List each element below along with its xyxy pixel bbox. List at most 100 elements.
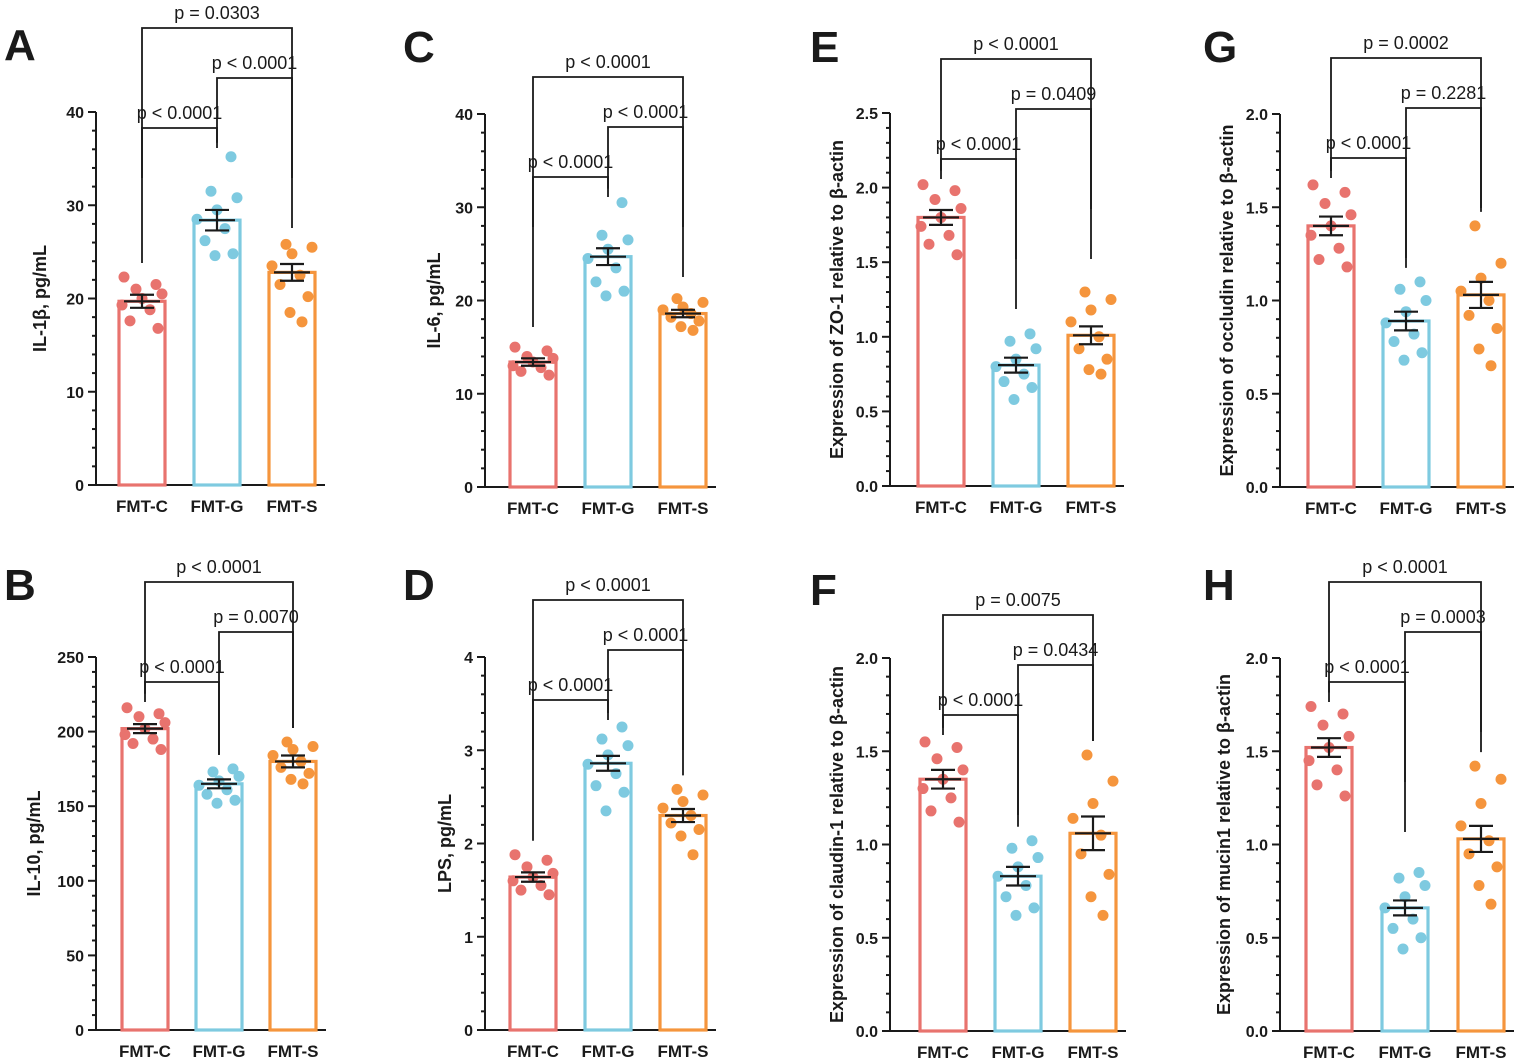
panel-c: C IL-6, pg/mL 0 10 20 30 40 FMT-C FMT-G FMT-S p < … (403, 23, 716, 518)
category-label: FMT-G (990, 498, 1043, 517)
data-point (1008, 393, 1020, 405)
y-tick-label: 2.0 (1246, 107, 1268, 124)
data-point (1006, 842, 1018, 854)
data-point (1491, 861, 1503, 873)
category-label: FMT-S (1456, 1043, 1507, 1062)
data-point (917, 179, 929, 191)
y-tick-label: 1.0 (856, 838, 878, 855)
y-tick-label: 0.5 (1246, 387, 1268, 404)
data-point (919, 736, 931, 748)
significance-bracket (940, 158, 1017, 309)
p-value-label: p < 0.0001 (973, 34, 1059, 54)
data-point (1097, 909, 1109, 921)
data-point (923, 238, 935, 250)
p-value-label: p < 0.0001 (1362, 557, 1448, 577)
data-point (955, 202, 967, 214)
y-tick-label: 4 (464, 650, 473, 667)
data-point (1413, 866, 1425, 878)
panel-b: B IL-10, pg/mL 0 50 100 150 200 250 FMT-C FMT-G FM… (4, 557, 326, 1061)
data-point (1387, 922, 1399, 934)
p-value-label: p < 0.0001 (565, 575, 651, 595)
category-label: FMT-C (917, 1043, 969, 1062)
data-point (144, 304, 156, 316)
data-point (227, 248, 239, 260)
data-point (1379, 902, 1391, 914)
data-point (233, 770, 245, 782)
data-point (1067, 812, 1079, 824)
data-point (582, 253, 594, 265)
data-point (1495, 773, 1507, 785)
data-point (1345, 209, 1357, 221)
data-point (693, 315, 705, 327)
data-point (1026, 382, 1038, 394)
data-point (1485, 898, 1497, 910)
data-point (193, 779, 205, 791)
y-tick-label: 2 (464, 837, 473, 854)
data-point (992, 870, 1004, 882)
data-point (152, 322, 164, 334)
category-label: FMT-C (1303, 1043, 1355, 1062)
significance-bracket (144, 681, 220, 755)
bar-fmt-c (1304, 745, 1354, 1033)
data-point (1032, 852, 1044, 864)
significance-bracket (216, 77, 293, 228)
panel-g: G Expression of occludin relative to β-ac… (1203, 23, 1514, 518)
data-point (199, 235, 211, 247)
data-point (211, 797, 223, 809)
panel-letter: F (810, 566, 837, 615)
data-point (1483, 835, 1495, 847)
significance-bracket (218, 631, 294, 755)
data-point (951, 742, 963, 754)
data-point (1319, 198, 1331, 210)
data-point (600, 290, 612, 302)
panel-f: F Expression of claudin-1 relative to β-a… (810, 566, 1126, 1062)
y-tick-label: 200 (57, 725, 84, 742)
data-point (1018, 368, 1030, 380)
category-label: FMT-G (193, 1042, 246, 1061)
p-value-label: p < 0.0001 (137, 103, 223, 123)
data-point (1416, 347, 1428, 359)
p-value-label: p = 0.0303 (174, 3, 260, 23)
data-point (582, 758, 594, 770)
category-label: FMT-G (1379, 1043, 1432, 1062)
data-point (925, 805, 937, 817)
significance-bracket (1328, 681, 1406, 832)
data-point (153, 708, 165, 720)
bar-fmt-s (1068, 831, 1118, 1033)
data-point (590, 276, 602, 288)
category-label: FMT-S (268, 1042, 319, 1061)
data-point (618, 786, 630, 798)
data-point (1317, 719, 1329, 731)
data-point (302, 291, 314, 303)
data-point (677, 796, 689, 808)
data-point (1083, 364, 1095, 376)
category-label: FMT-C (1305, 499, 1357, 518)
data-point (1394, 283, 1406, 295)
p-value-label: p < 0.0001 (936, 134, 1022, 154)
data-point (622, 740, 634, 752)
bar-fmt-g (1381, 319, 1431, 489)
data-point (1339, 186, 1351, 198)
data-point (1107, 775, 1119, 787)
y-tick-label: 0 (464, 1023, 473, 1040)
data-point (1085, 304, 1097, 316)
bar-fmt-g (194, 782, 244, 1032)
p-value-label: p < 0.0001 (1326, 133, 1412, 153)
data-point (1483, 295, 1495, 306)
data-point (1415, 932, 1427, 944)
significance-bracket (607, 126, 684, 277)
data-point (1026, 835, 1038, 847)
significance-bracket (607, 649, 684, 776)
data-point (697, 789, 709, 801)
y-tick-label: 0.0 (1246, 480, 1268, 497)
data-point (227, 763, 239, 775)
panel-d: D LPS, pg/mL 0 1 2 3 4 FMT-C FMT-G FMT-S p < 0.000… (403, 561, 716, 1061)
data-point (600, 805, 612, 817)
data-point (949, 185, 961, 197)
y-tick-label: 1 (464, 930, 473, 947)
data-point (1103, 868, 1115, 880)
p-value-label: p < 0.0001 (528, 152, 614, 172)
data-point (1333, 242, 1345, 254)
data-point (1087, 797, 1099, 809)
y-axis-label: Expression of occludin relative to β-act… (1217, 124, 1237, 476)
